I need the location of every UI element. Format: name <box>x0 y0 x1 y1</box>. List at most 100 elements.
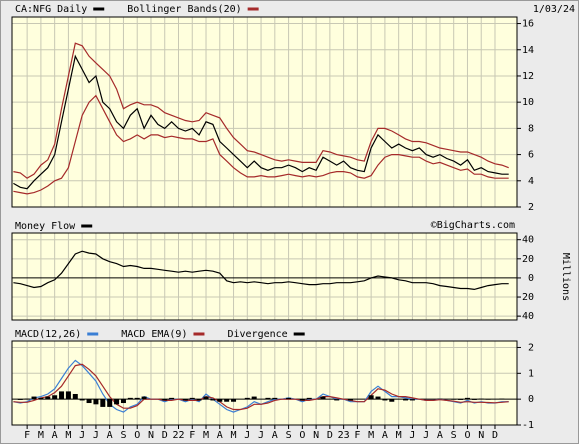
y-tick-label: -40 <box>516 311 534 322</box>
bar <box>224 399 230 402</box>
y-tick-label: 0 <box>528 273 534 284</box>
x-tick-label: O <box>299 430 305 441</box>
bar <box>182 399 188 401</box>
y-tick-label: -1 <box>522 420 534 431</box>
bar <box>45 396 51 400</box>
x-tick-label: J <box>79 430 85 441</box>
x-tick-label: N <box>313 430 319 441</box>
bar <box>382 399 388 401</box>
bar <box>79 399 85 401</box>
bar <box>134 397 140 400</box>
x-tick-label: M <box>396 430 402 441</box>
bar <box>499 398 505 400</box>
bar <box>169 397 175 400</box>
y-tick-label: 4 <box>528 176 534 187</box>
x-tick-label: N <box>478 430 484 441</box>
bar <box>389 399 395 402</box>
x-tick-label: F <box>189 430 195 441</box>
bar <box>24 398 30 400</box>
bar <box>17 399 23 400</box>
bar <box>127 397 133 400</box>
bar <box>210 399 216 401</box>
bar <box>120 399 126 404</box>
plot-area <box>12 233 517 320</box>
y-tick-label: 2 <box>528 202 534 213</box>
bar <box>299 399 305 401</box>
x-tick-label: J <box>409 430 415 441</box>
bar <box>368 395 374 400</box>
x-tick-label: M <box>38 430 44 441</box>
bar <box>93 399 99 405</box>
plot-border <box>11 340 518 426</box>
x-tick-label: M <box>203 430 209 441</box>
band-upper <box>13 42 509 179</box>
y-tick-label: 20 <box>522 254 534 265</box>
plot-border <box>11 16 518 208</box>
bar <box>334 399 340 401</box>
y-tick-label: 40 <box>522 235 534 246</box>
x-tick-label: N <box>148 430 154 441</box>
y-tick-label: 0 <box>528 394 534 405</box>
x-tick-label: D <box>162 430 168 441</box>
bar <box>231 399 237 402</box>
bar <box>485 399 491 400</box>
bar <box>458 399 464 400</box>
legend-label: MACD(12,26) <box>15 329 81 340</box>
y-tick-label: 6 <box>528 150 534 161</box>
bar <box>272 397 278 400</box>
legend-label: Money Flow <box>15 221 76 232</box>
bar <box>478 398 484 400</box>
x-tick-label: J <box>93 430 99 441</box>
x-tick-label: S <box>120 430 126 441</box>
y-tick-label: -20 <box>516 292 534 303</box>
x-tick-label: D <box>327 430 333 441</box>
bar <box>107 399 113 407</box>
bar <box>217 399 223 402</box>
bar <box>86 399 92 404</box>
bar <box>196 399 202 401</box>
bar <box>451 399 457 400</box>
legend-label: CA:NFG Daily <box>15 4 87 15</box>
bar <box>65 391 71 400</box>
x-tick-label: A <box>217 430 223 441</box>
x-tick-label: 22 <box>172 430 184 441</box>
bar <box>348 399 354 401</box>
y-tick-label: 12 <box>522 71 534 82</box>
x-tick-label: A <box>272 430 278 441</box>
bar <box>286 397 292 400</box>
plot-area <box>12 341 517 425</box>
x-tick-label: S <box>451 430 457 441</box>
x-tick-label: A <box>437 430 443 441</box>
y-tick-label: 2 <box>528 342 534 353</box>
bar <box>464 397 470 400</box>
bar <box>251 396 257 400</box>
x-tick-label: D <box>492 430 498 441</box>
bar <box>203 396 209 400</box>
x-tick-label: F <box>24 430 30 441</box>
x-tick-label: 23 <box>338 430 350 441</box>
legend-label: Divergence <box>227 329 287 340</box>
x-tick-label: J <box>244 430 250 441</box>
series-line <box>13 250 509 291</box>
series-line <box>13 54 509 190</box>
x-tick-label: J <box>423 430 429 441</box>
series-line <box>13 363 509 411</box>
x-tick-label: J <box>258 430 264 441</box>
plot-border <box>11 232 518 321</box>
bar <box>114 399 120 405</box>
bar <box>265 397 271 400</box>
x-tick-label: A <box>107 430 113 441</box>
x-tick-label: O <box>134 430 140 441</box>
bar <box>244 397 250 400</box>
y-tick-label: 10 <box>522 97 534 108</box>
x-tick-label: S <box>286 430 292 441</box>
annotation: ©BigCharts.com <box>431 220 515 231</box>
x-tick-label: M <box>368 430 374 441</box>
bar <box>320 396 326 400</box>
bar <box>141 396 147 400</box>
x-tick-label: A <box>382 430 388 441</box>
bar <box>59 391 65 400</box>
bar <box>409 399 415 401</box>
bar <box>38 397 44 400</box>
